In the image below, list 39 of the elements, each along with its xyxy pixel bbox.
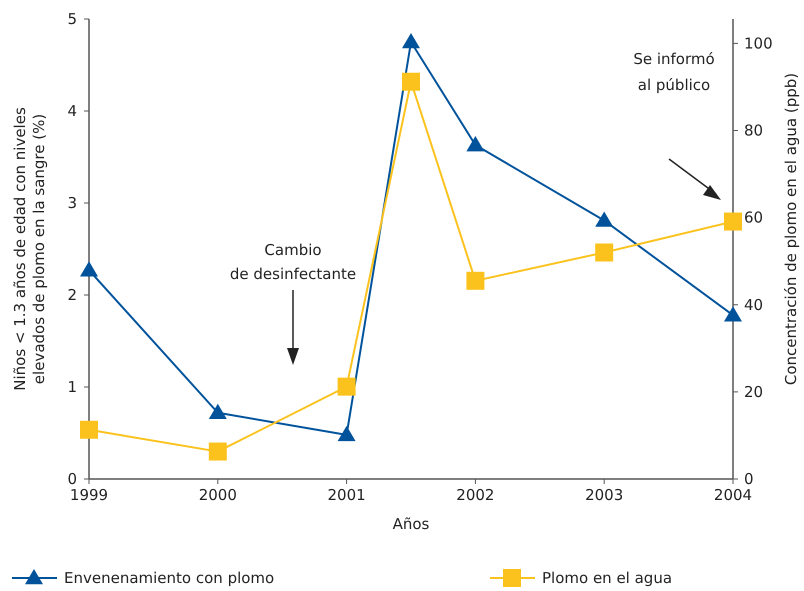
- point: [466, 136, 484, 152]
- y-tick-label: 3: [67, 194, 77, 212]
- y2-tick-label: 0: [744, 470, 754, 488]
- y-tick-label: 1: [67, 378, 77, 396]
- y2-tick-label: 80: [744, 122, 764, 140]
- point: [402, 72, 420, 91]
- legend-label: Envenenamiento con plomo: [64, 569, 274, 587]
- legend-label: Plomo en el agua: [542, 569, 672, 587]
- y2-tick-label: 60: [744, 208, 764, 227]
- point: [208, 404, 227, 420]
- point: [402, 33, 420, 48]
- y-axis-title: Niños < 1.3 años de edad con niveles elevados de plomo en la sangre (%): [11, 107, 48, 391]
- y-tick-label: 5: [67, 10, 77, 28]
- point: [724, 306, 742, 322]
- y2-axis-title: Concentración de plomo en el agua (ppb): [782, 72, 800, 386]
- y2-tick-label: 100: [744, 34, 773, 52]
- y2-tick-label: 20: [744, 382, 764, 401]
- point: [338, 426, 356, 442]
- x-tick-label: 2001: [328, 486, 366, 504]
- x-tick-label: 2003: [585, 486, 624, 504]
- point: [595, 211, 614, 227]
- point: [338, 378, 356, 396]
- point: [80, 420, 98, 439]
- annotation: Se informó al público: [633, 50, 715, 94]
- y-tick-label: 2: [67, 286, 77, 304]
- y-tick-label: 4: [67, 102, 77, 120]
- annotation: Cambio de desinfectante: [230, 241, 356, 283]
- point: [724, 212, 742, 231]
- x-axis-title: Años: [392, 515, 430, 533]
- point: [466, 272, 484, 290]
- x-tick-label: 2000: [198, 486, 237, 504]
- point: [595, 243, 614, 262]
- point: [208, 442, 227, 461]
- x-tick-label: 2002: [456, 486, 494, 504]
- y-tick-label: 0: [67, 470, 77, 488]
- x-tick-label: 1999: [70, 486, 108, 504]
- point: [80, 261, 98, 276]
- x-tick-label: 2004: [714, 486, 752, 504]
- y2-tick-label: 40: [744, 296, 764, 314]
